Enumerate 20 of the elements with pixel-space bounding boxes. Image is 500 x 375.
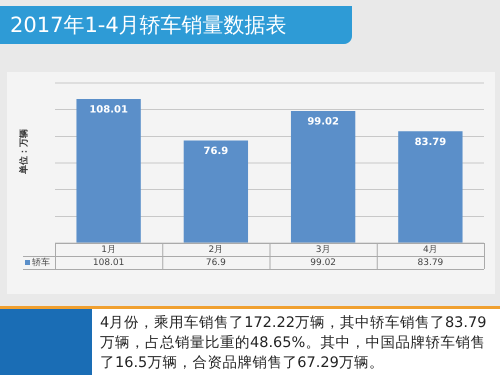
- annotation: 99.02: [307, 116, 339, 128]
- bar: [184, 140, 248, 242]
- chart-title: 2017年1-4月轿车销量数据表: [0, 6, 352, 44]
- annotation: 76.9: [204, 146, 228, 158]
- x-tick-label: 4月: [423, 244, 438, 255]
- bar: [290, 110, 356, 242]
- text: 4月份，乘用车销售了172.22万辆，其中轿车销售了83.79万辆，占总销量比重的48.65%。其中，中国品牌轿车销售了16.5万辆，合资品牌销售了67.29万辆。: [100, 314, 488, 373]
- data-label: 83.79: [417, 258, 444, 268]
- annotation: 108.01: [89, 104, 128, 116]
- data-label: 99.02: [310, 258, 336, 268]
- y-axis-title: 单位：万辆: [18, 128, 30, 176]
- annotation: 83.79: [414, 136, 446, 148]
- x-tick-label: 1月: [101, 244, 116, 255]
- x-tick-label: 2月: [208, 244, 224, 255]
- x-tick-label: 3月: [316, 244, 330, 255]
- data-label: 108.01: [92, 258, 124, 268]
- bar: [76, 98, 141, 242]
- data-label: 76.9: [206, 258, 226, 268]
- bar: [398, 131, 463, 242]
- legend-label: 轿车: [32, 256, 50, 268]
